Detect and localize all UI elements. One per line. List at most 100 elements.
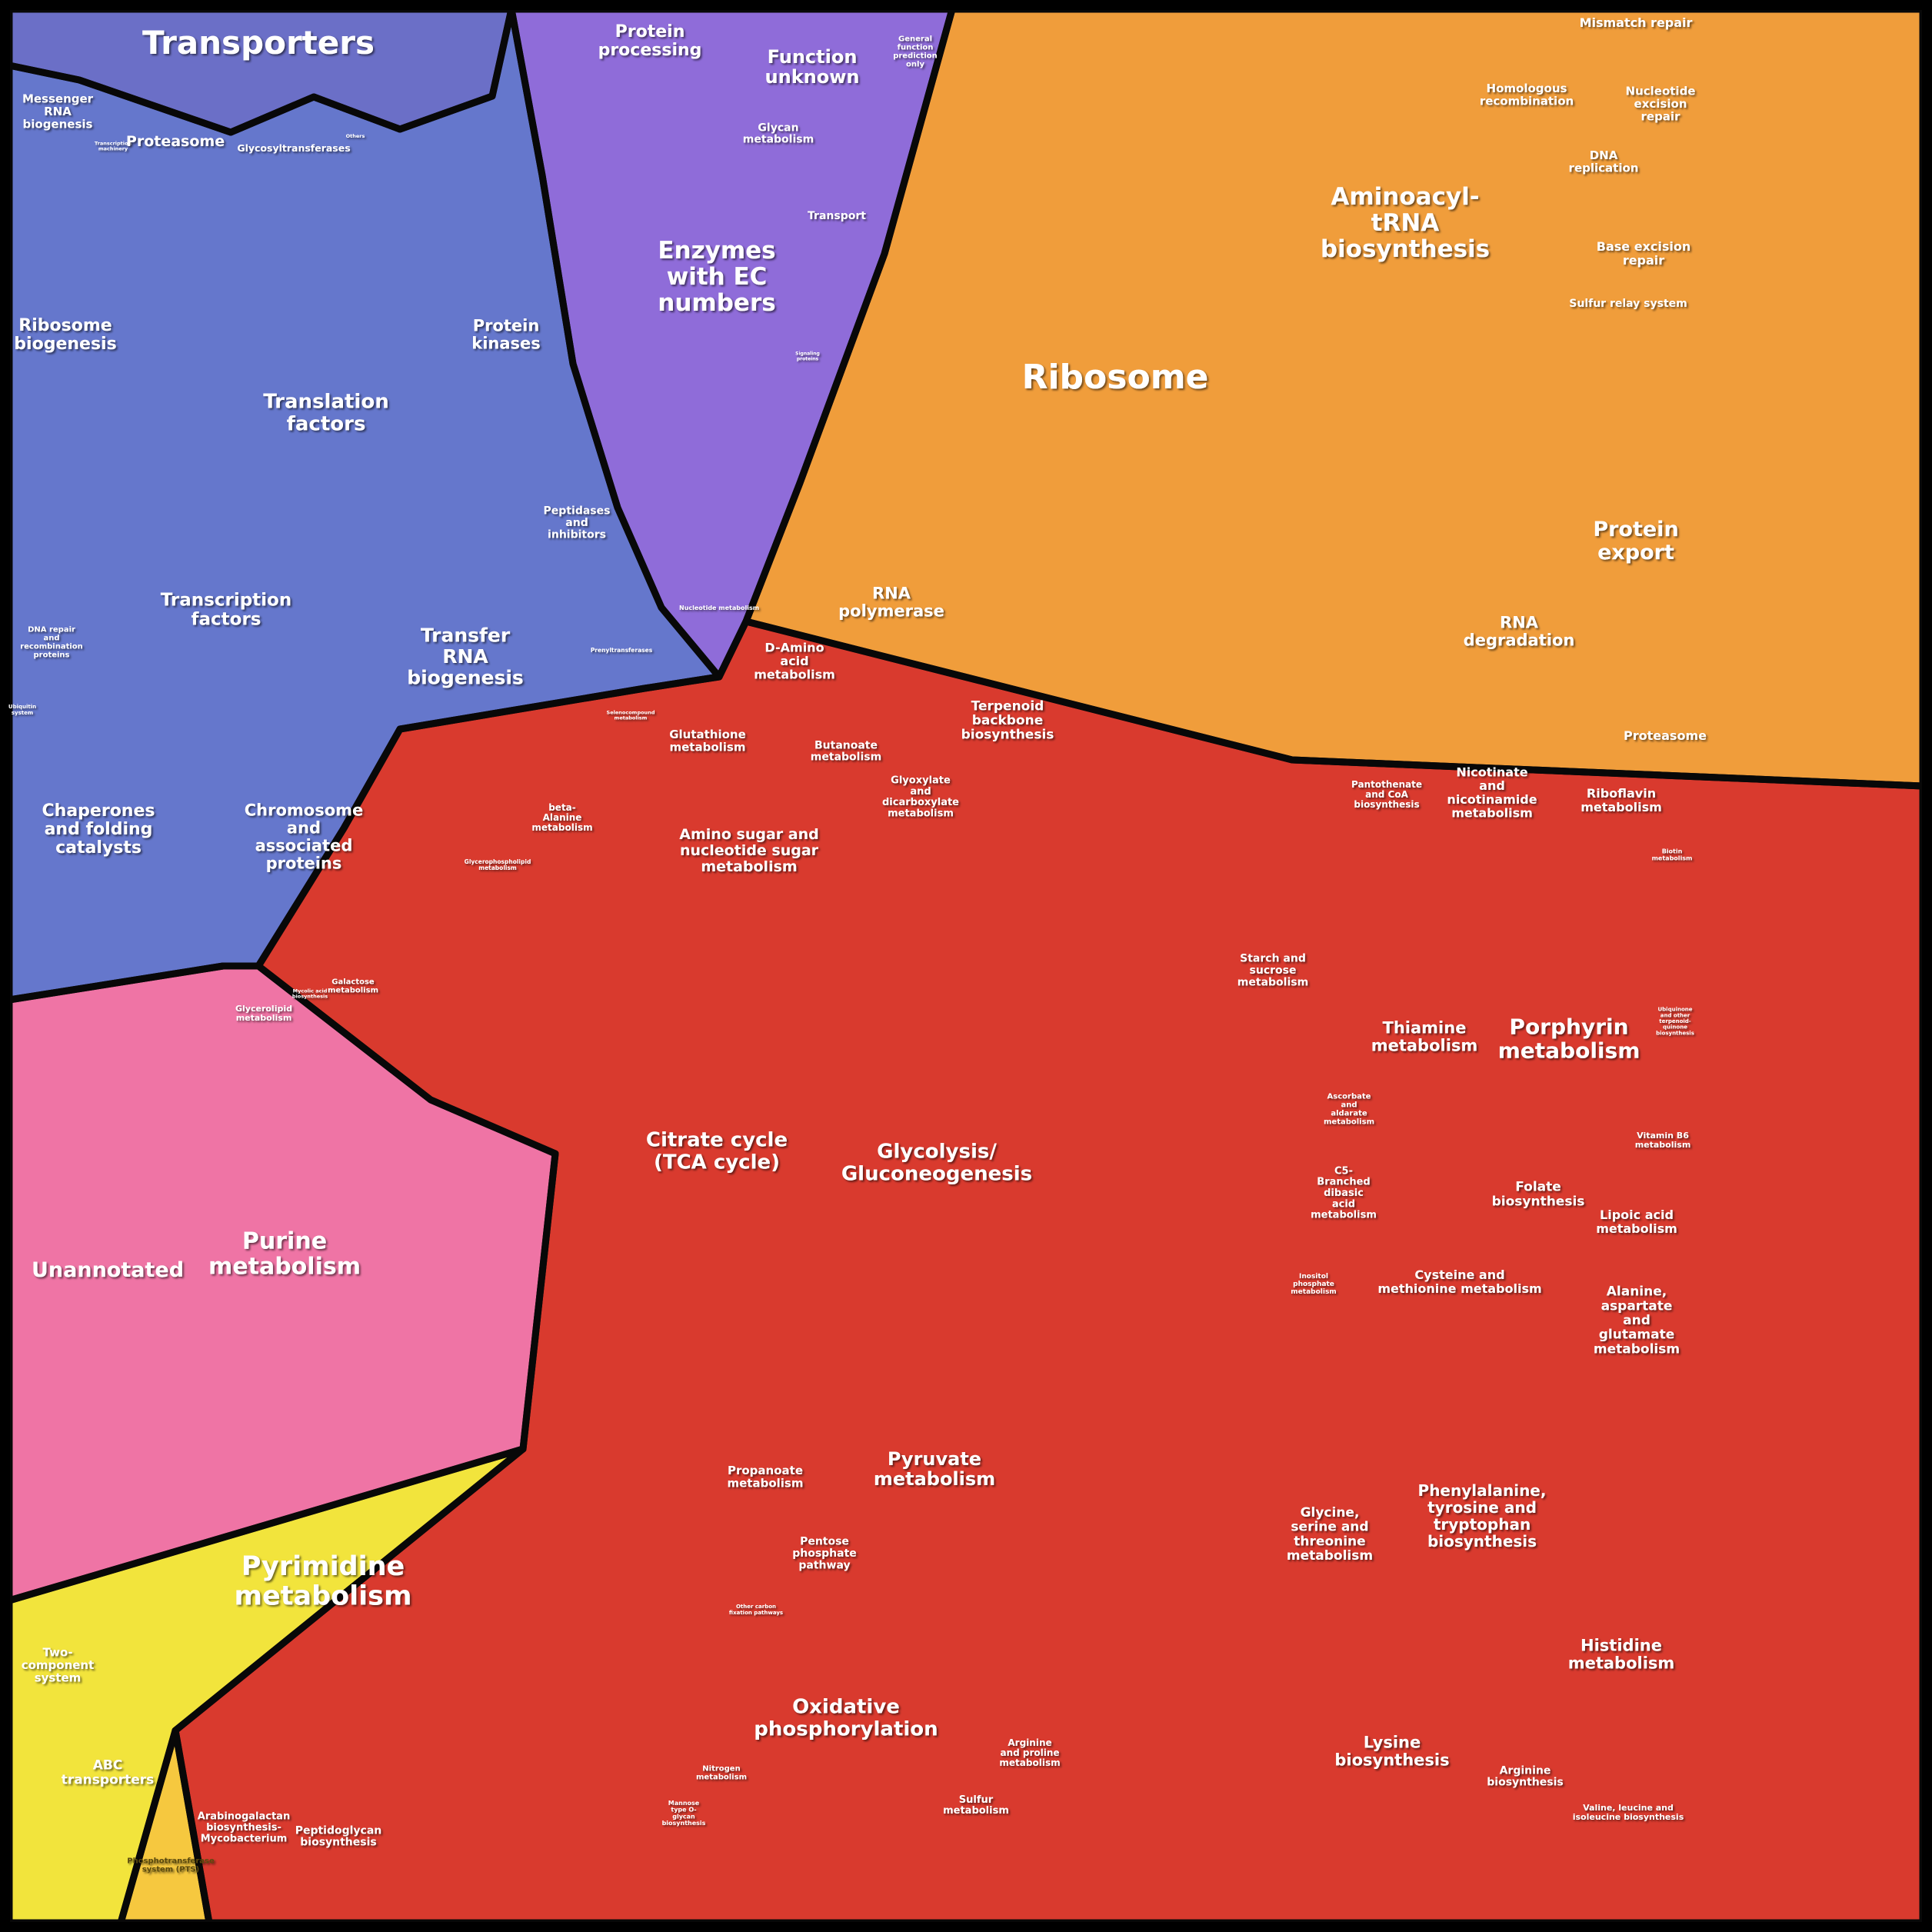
label-folate-biosynthesis: Folate biosynthesis [1492,1180,1585,1210]
label-pentose-phosphate-pathway: Pentose phosphate pathway [792,1536,857,1572]
label-riboflavin-metabolism: Riboflavin metabolism [1581,786,1662,814]
label-sulfur-metabolism: Sulfur metabolism [943,1794,1009,1817]
label-nucleotide-metabolism: Nucleotide metabolism [679,605,759,611]
region-base-transporters [9,9,511,132]
label-transfer-rna-biogenesis: Transfer RNA biogenesis [407,625,524,689]
region-base-pink [9,966,555,1601]
label-phenylalanine-tyrosine-and-tryptophan-biosynthesis: Phenylalanine, tyrosine and tryptophan bios… [1418,1481,1547,1551]
label-glyoxylate-and-dicarboxylate-metabolism: Glyoxylate and dicarboxylate metabolism [882,775,959,820]
label-proteasome: Proteasome [126,133,225,150]
label-glycan-metabolism: Glycan metabolism [743,122,814,145]
label-protein-kinases: Protein kinases [471,316,541,352]
label-purine-metabolism: Purine metabolism [208,1228,361,1281]
label-base-excision-repair: Base excision repair [1597,239,1690,268]
label-translation-factors: Translation factors [263,391,388,436]
label-two-component-system: Two-component system [22,1646,95,1685]
label-citrate-cycle-tca-cycle: Citrate cycle (TCA cycle) [646,1129,788,1174]
label-pantothenate-and-coa-biosynthesis: Pantothenate and CoA biosynthesis [1351,779,1422,810]
label-propanoate-metabolism: Propanoate metabolism [728,1464,804,1491]
label-chromosome-and-associated-proteins: Chromosome and associated proteins [245,801,364,872]
label-chaperones-and-folding-catalysts: Chaperones and folding catalysts [42,801,155,858]
label-ascorbate-and-aldarate-metabolism: Ascorbate and aldarate metabolism [1324,1093,1374,1127]
label-dna-repair-and-recombination-proteins: DNA repair and recombination proteins [20,626,83,660]
label-protein-processing: Protein processing [598,22,702,60]
label-homologous-recombination: Homologous recombination [1480,82,1574,108]
label-peptidoglycan-biosynthesis: Peptidoglycan biosynthesis [295,1824,382,1848]
label-glycosyltransferases: Glycosyltransferases [237,142,350,154]
label-inositol-phosphate-metabolism: Inositol phosphate metabolism [1291,1273,1336,1296]
label-glycerolipid-metabolism: Glycerolipid metabolism [235,1004,292,1023]
label-function-unknown: Function unknown [765,46,860,88]
label-abc-transporters: ABC transporters [62,1758,155,1788]
label-pyruvate-metabolism: Pyruvate metabolism [874,1448,995,1490]
label-nucleotide-excision-repair: Nucleotide excision repair [1626,85,1696,124]
label-porphyrin-metabolism: Porphyrin metabolism [1498,1014,1641,1064]
label-butanoate-metabolism: Butanoate metabolism [811,739,881,763]
label-glycine-serine-and-threonine-metabolism: Glycine, serine and threonine metabolism [1287,1505,1373,1564]
label-nitrogen-metabolism: Nitrogen metabolism [696,1765,747,1782]
label-messenger-rna-biogenesis: Messenger RNA biogenesis [22,92,94,132]
label-glutathione-metabolism: Glutathione metabolism [669,728,746,754]
label-sulfur-relay-system: Sulfur relay system [1569,298,1687,310]
region-base-yellow [9,1449,523,1923]
label-transport: Transport [808,210,866,222]
label-alanine-aspartate-and-glutamate-metabolism: Alanine, aspartate and glutamate metabolism [1594,1284,1680,1357]
label-oxidative-phosphorylation: Oxidative phosphorylation [754,1696,938,1741]
label-ubiquitin-system: Ubiquitin system [8,704,36,716]
label-ubiquinone-and-other-terpenoid-quinone-biosynthesis: Ubiquinone and other terpenoid-quinone bios… [1656,1007,1694,1037]
label-protein-export: Protein export [1593,518,1678,565]
label-arginine-and-proline-metabolism: Arginine and proline metabolism [999,1737,1060,1768]
label-mismatch-repair: Mismatch repair [1580,15,1693,30]
region-base-pts [121,1730,209,1923]
label-rna-polymerase: RNA polymerase [838,585,944,621]
label-phosphotransferase-system-pts: Phosphotransferase system (PTS) [127,1857,215,1874]
label-signaling-proteins: Signaling proteins [795,351,820,362]
label-transcription-factors: Transcription factors [161,590,291,629]
label-aminoacyl-trna-biosynthesis: Aminoacyl-tRNA biosynthesis [1321,183,1490,263]
label-general-function-prediction-only: General function prediction only [893,35,938,69]
label-mycolic-acid-biosynthesis: Mycolic acid biosynthesis [292,988,328,999]
label-valine-leucine-and-isoleucine-biosynthesis: Valine, leucine and isoleucine biosynthes… [1573,1803,1684,1822]
label-d-amino-acid-metabolism: D-Amino acid metabolism [754,640,835,681]
label-transporters: Transporters [142,24,375,62]
label-rna-degradation: RNA degradation [1464,614,1575,650]
label-vitamin-b6-metabolism: Vitamin B6 metabolism [1635,1131,1691,1150]
label-nicotinate-and-nicotinamide-metabolism: Nicotinate and nicotinamide metabolism [1447,765,1537,821]
label-ribosome-biogenesis: Ribosome biogenesis [14,316,116,354]
label-cysteine-and-methionine-metabolism: Cysteine and methionine metabolism [1377,1267,1541,1296]
label-histidine-metabolism: Histidine metabolism [1568,1636,1675,1672]
label-unannotated: Unannotated [32,1258,184,1282]
label-peptidases-and-inhibitors: Peptidases and inhibitors [544,505,611,541]
label-arginine-biosynthesis: Arginine biosynthesis [1487,1764,1563,1788]
label-beta-alanine-metabolism: beta-Alanine metabolism [531,802,592,833]
label-lysine-biosynthesis: Lysine biosynthesis [1334,1733,1449,1769]
label-biotin-metabolism: Biotin metabolism [1652,848,1693,862]
label-glycolysis-gluconeogenesis: Glycolysis/Gluconeogenesis [841,1141,1032,1186]
label-proteasome: Proteasome [1624,728,1707,743]
region-base-red [175,621,1923,1923]
label-galactose-metabolism: Galactose metabolism [328,978,378,995]
label-selenocompound-metabolism: Selenocompound metabolism [607,709,655,721]
label-glycerophospholipid-metabolism: Glycerophospholipid metabolism [465,858,531,871]
label-mannose-type-o-glycan-biosynthesis: Mannose type O-glycan biosynthesis [662,1800,706,1827]
label-ribosome: Ribosome [1022,358,1209,397]
label-enzymes-with-ec-numbers: Enzymes with EC numbers [658,237,775,317]
label-arabinogalactan-biosynthesis-mycobacterium: Arabinogalactan biosynthesis-Mycobacteriu… [198,1811,290,1845]
label-starch-and-sucrose-metabolism: Starch and sucrose metabolism [1237,953,1308,989]
label-amino-sugar-and-nucleotide-sugar-metabolism: Amino sugar and nucleotide sugar metabolis… [679,826,818,875]
label-lipoic-acid-metabolism: Lipoic acid metabolism [1596,1208,1677,1236]
label-prenyltransferases: Prenyltransferases [591,647,653,654]
label-others: Others [346,133,365,139]
label-pyrimidine-metabolism: Pyrimidine metabolism [235,1551,412,1612]
label-other-carbon-fixation-pathways: Other carbon fixation pathways [729,1604,783,1616]
label-thiamine-metabolism: Thiamine metabolism [1371,1019,1478,1055]
label-dna-replication: DNA replication [1569,148,1639,175]
region-base-orange [746,9,1923,786]
label-transcription-machinery: Transcription machinery [95,140,132,152]
label-c5-branched-dibasic-acid-metabolism: C5-Branched dibasic acid metabolism [1311,1165,1377,1221]
region-base-blue [9,9,719,1000]
label-terpenoid-backbone-biosynthesis: Terpenoid backbone biosynthesis [961,698,1054,742]
